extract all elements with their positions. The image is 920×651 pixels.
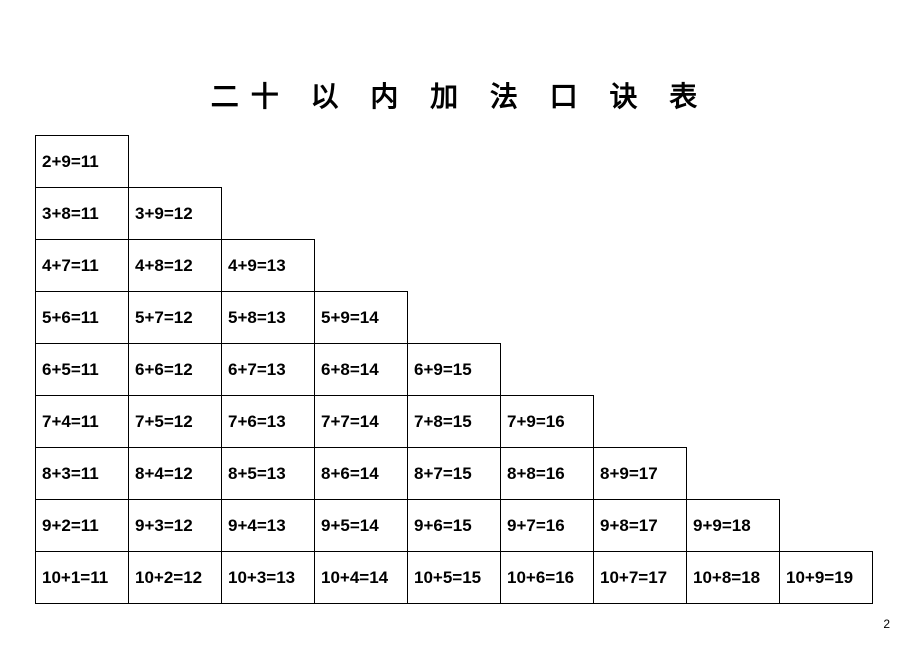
table-row: 8+3=118+4=128+5=138+6=148+7=158+8=168+9=…	[35, 447, 920, 499]
table-cell: 9+3=12	[128, 499, 222, 552]
table-cell: 9+2=11	[35, 499, 129, 552]
table-cell: 9+5=14	[314, 499, 408, 552]
table-cell: 5+6=11	[35, 291, 129, 344]
table-cell: 5+7=12	[128, 291, 222, 344]
table-cell: 10+9=19	[779, 551, 873, 604]
table-row: 2+9=11	[35, 135, 920, 187]
table-cell: 4+7=11	[35, 239, 129, 292]
table-row: 9+2=119+3=129+4=139+5=149+6=159+7=169+8=…	[35, 499, 920, 551]
table-cell: 5+8=13	[221, 291, 315, 344]
table-cell: 9+4=13	[221, 499, 315, 552]
addition-table: 2+9=113+8=113+9=124+7=114+8=124+9=135+6=…	[35, 135, 920, 603]
table-cell: 8+3=11	[35, 447, 129, 500]
table-cell: 10+1=11	[35, 551, 129, 604]
table-cell: 9+8=17	[593, 499, 687, 552]
table-cell: 10+7=17	[593, 551, 687, 604]
table-cell: 10+8=18	[686, 551, 780, 604]
table-cell: 8+7=15	[407, 447, 501, 500]
table-cell: 7+4=11	[35, 395, 129, 448]
table-cell: 6+9=15	[407, 343, 501, 396]
page-title: 二十 以 内 加 法 口 诀 表	[0, 75, 920, 115]
table-cell: 10+6=16	[500, 551, 594, 604]
table-cell: 9+6=15	[407, 499, 501, 552]
table-row: 4+7=114+8=124+9=13	[35, 239, 920, 291]
table-cell: 7+7=14	[314, 395, 408, 448]
table-cell: 8+6=14	[314, 447, 408, 500]
table-cell: 3+8=11	[35, 187, 129, 240]
table-cell: 8+8=16	[500, 447, 594, 500]
table-cell: 7+5=12	[128, 395, 222, 448]
table-cell: 8+5=13	[221, 447, 315, 500]
table-cell: 8+4=12	[128, 447, 222, 500]
table-cell: 10+4=14	[314, 551, 408, 604]
table-row: 5+6=115+7=125+8=135+9=14	[35, 291, 920, 343]
table-cell: 10+2=12	[128, 551, 222, 604]
table-cell: 8+9=17	[593, 447, 687, 500]
table-cell: 9+9=18	[686, 499, 780, 552]
table-cell: 5+9=14	[314, 291, 408, 344]
table-cell: 6+8=14	[314, 343, 408, 396]
table-cell: 6+5=11	[35, 343, 129, 396]
table-cell: 4+9=13	[221, 239, 315, 292]
table-cell: 7+9=16	[500, 395, 594, 448]
table-cell: 7+6=13	[221, 395, 315, 448]
table-row: 10+1=1110+2=1210+3=1310+4=1410+5=1510+6=…	[35, 551, 920, 603]
table-cell: 7+8=15	[407, 395, 501, 448]
table-row: 7+4=117+5=127+6=137+7=147+8=157+9=16	[35, 395, 920, 447]
table-cell: 9+7=16	[500, 499, 594, 552]
table-cell: 6+6=12	[128, 343, 222, 396]
table-cell: 2+9=11	[35, 135, 129, 188]
page-number: 2	[883, 617, 890, 631]
table-row: 3+8=113+9=12	[35, 187, 920, 239]
table-cell: 10+5=15	[407, 551, 501, 604]
table-cell: 6+7=13	[221, 343, 315, 396]
table-cell: 4+8=12	[128, 239, 222, 292]
table-row: 6+5=116+6=126+7=136+8=146+9=15	[35, 343, 920, 395]
table-cell: 3+9=12	[128, 187, 222, 240]
table-cell: 10+3=13	[221, 551, 315, 604]
